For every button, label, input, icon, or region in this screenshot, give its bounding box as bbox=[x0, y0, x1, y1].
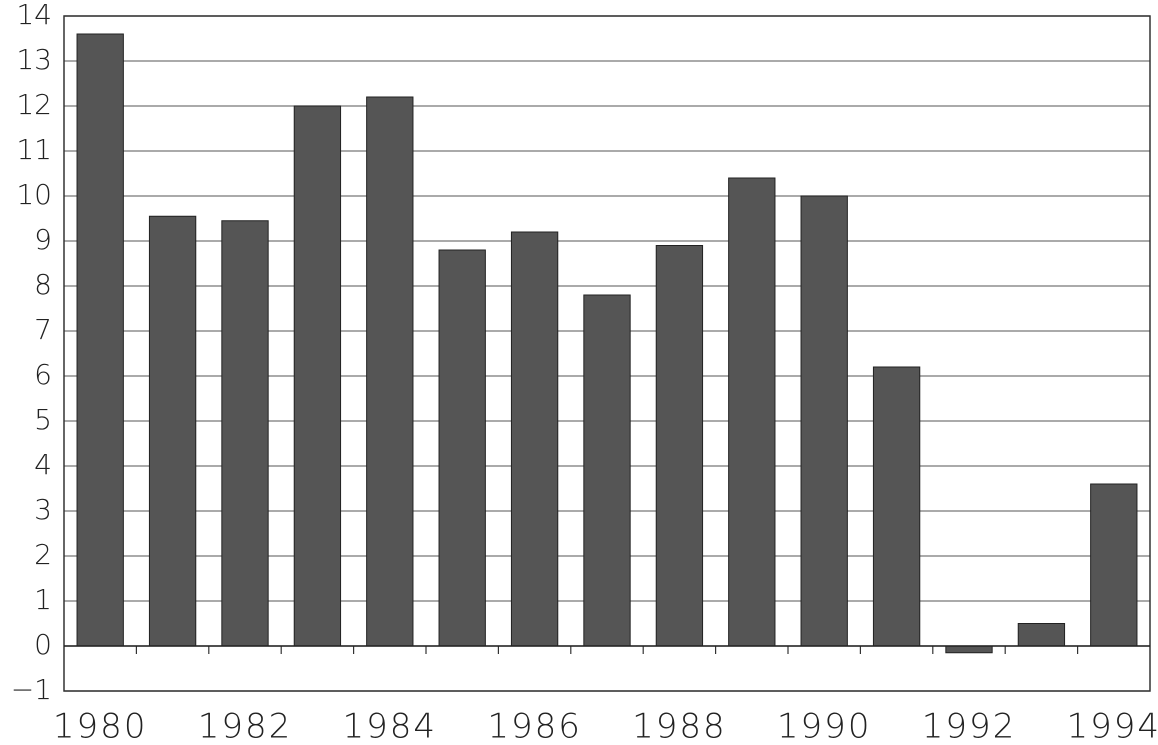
bar bbox=[1090, 483, 1138, 647]
y-tick-label: 14 bbox=[16, 0, 52, 31]
bar bbox=[76, 33, 124, 647]
plot-frame bbox=[63, 15, 1151, 692]
y-tick-label: 1 bbox=[34, 583, 52, 616]
bar bbox=[872, 366, 921, 647]
y-tick-label: 3 bbox=[34, 493, 52, 526]
y-tick-label: 10 bbox=[16, 178, 52, 211]
bar bbox=[945, 645, 993, 654]
bar bbox=[655, 245, 704, 647]
x-tick-label: 1994 bbox=[1067, 707, 1158, 745]
x-tick-label: 1982 bbox=[198, 707, 293, 745]
y-tick-label: 13 bbox=[16, 43, 52, 76]
y-tick-label: 5 bbox=[34, 403, 52, 436]
x-tick-label: 1990 bbox=[777, 707, 872, 745]
bar bbox=[510, 231, 559, 647]
bar bbox=[800, 195, 848, 647]
y-tick-label: 4 bbox=[34, 448, 52, 481]
bar bbox=[148, 215, 197, 647]
y-tick-label: 0 bbox=[34, 628, 52, 661]
y-tick-label: 11 bbox=[16, 133, 52, 166]
bar bbox=[728, 177, 776, 647]
x-tick-label: 1980 bbox=[53, 707, 148, 745]
y-tick-label: 7 bbox=[34, 313, 52, 346]
y-tick-label: 6 bbox=[34, 358, 52, 391]
y-tick-label: −1 bbox=[11, 673, 52, 706]
x-tick-label: 1992 bbox=[922, 707, 1017, 745]
x-tick-label: 1986 bbox=[487, 707, 582, 745]
y-tick-label: 9 bbox=[34, 223, 52, 256]
bar bbox=[1017, 623, 1066, 647]
y-tick-label: 12 bbox=[16, 88, 52, 121]
bar bbox=[438, 249, 486, 647]
bar bbox=[366, 96, 414, 647]
bar bbox=[583, 294, 631, 647]
x-tick-label: 1984 bbox=[343, 707, 438, 745]
bar bbox=[293, 105, 342, 647]
x-tick-label: 1988 bbox=[632, 707, 727, 745]
bar bbox=[221, 220, 269, 647]
y-tick-label: 8 bbox=[34, 268, 52, 301]
y-tick-label: 2 bbox=[34, 538, 52, 571]
